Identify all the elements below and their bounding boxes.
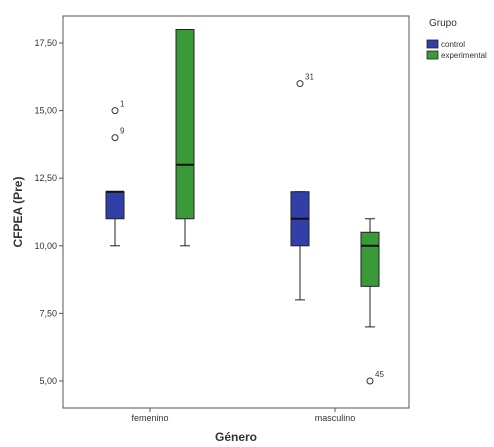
box-experimental-masculino: 45	[360, 218, 384, 385]
legend-label-experimental: experimental	[441, 51, 487, 60]
outlier-point	[111, 107, 119, 115]
y-tick-label: 5,00	[39, 376, 57, 386]
y-tick-label: 7,50	[39, 308, 57, 318]
y-tick-label: 15,00	[34, 106, 57, 116]
box-iqr	[105, 191, 125, 220]
outlier-point	[296, 80, 304, 88]
legend-title: Grupo	[429, 18, 457, 29]
y-tick-label: 12,50	[34, 173, 57, 183]
outlier-point	[111, 134, 119, 142]
x-tick-label: femenino	[131, 413, 168, 423]
box-control-masculino: 31	[290, 73, 314, 301]
box-experimental-femenino	[175, 29, 195, 247]
plot-frame	[62, 15, 410, 409]
x-tick-label: masculino	[315, 413, 356, 423]
legend-label-control: control	[441, 40, 465, 49]
box-control-femenino: 19	[105, 100, 125, 247]
y-axis: 5,00 7,50 10,00 12,50 15,00 17,50	[34, 38, 63, 386]
box-iqr	[175, 29, 195, 220]
y-tick-label: 17,50	[34, 38, 57, 48]
legend-swatch-experimental	[426, 50, 439, 60]
legend: Grupo control experimental	[426, 18, 487, 60]
outlier-label: 45	[375, 370, 384, 379]
outlier-point	[366, 377, 374, 385]
y-tick-label: 10,00	[34, 241, 57, 251]
outlier-label: 31	[305, 73, 314, 82]
box-iqr	[360, 231, 380, 287]
x-axis: femenino masculino	[131, 408, 355, 423]
outlier-label: 1	[120, 100, 125, 109]
legend-entries: control experimental	[426, 39, 487, 60]
outlier-label: 9	[120, 127, 125, 136]
legend-swatch-control	[426, 39, 439, 49]
x-axis-title: Género	[215, 430, 257, 444]
y-axis-title: CFPEA (Pre)	[11, 177, 25, 248]
